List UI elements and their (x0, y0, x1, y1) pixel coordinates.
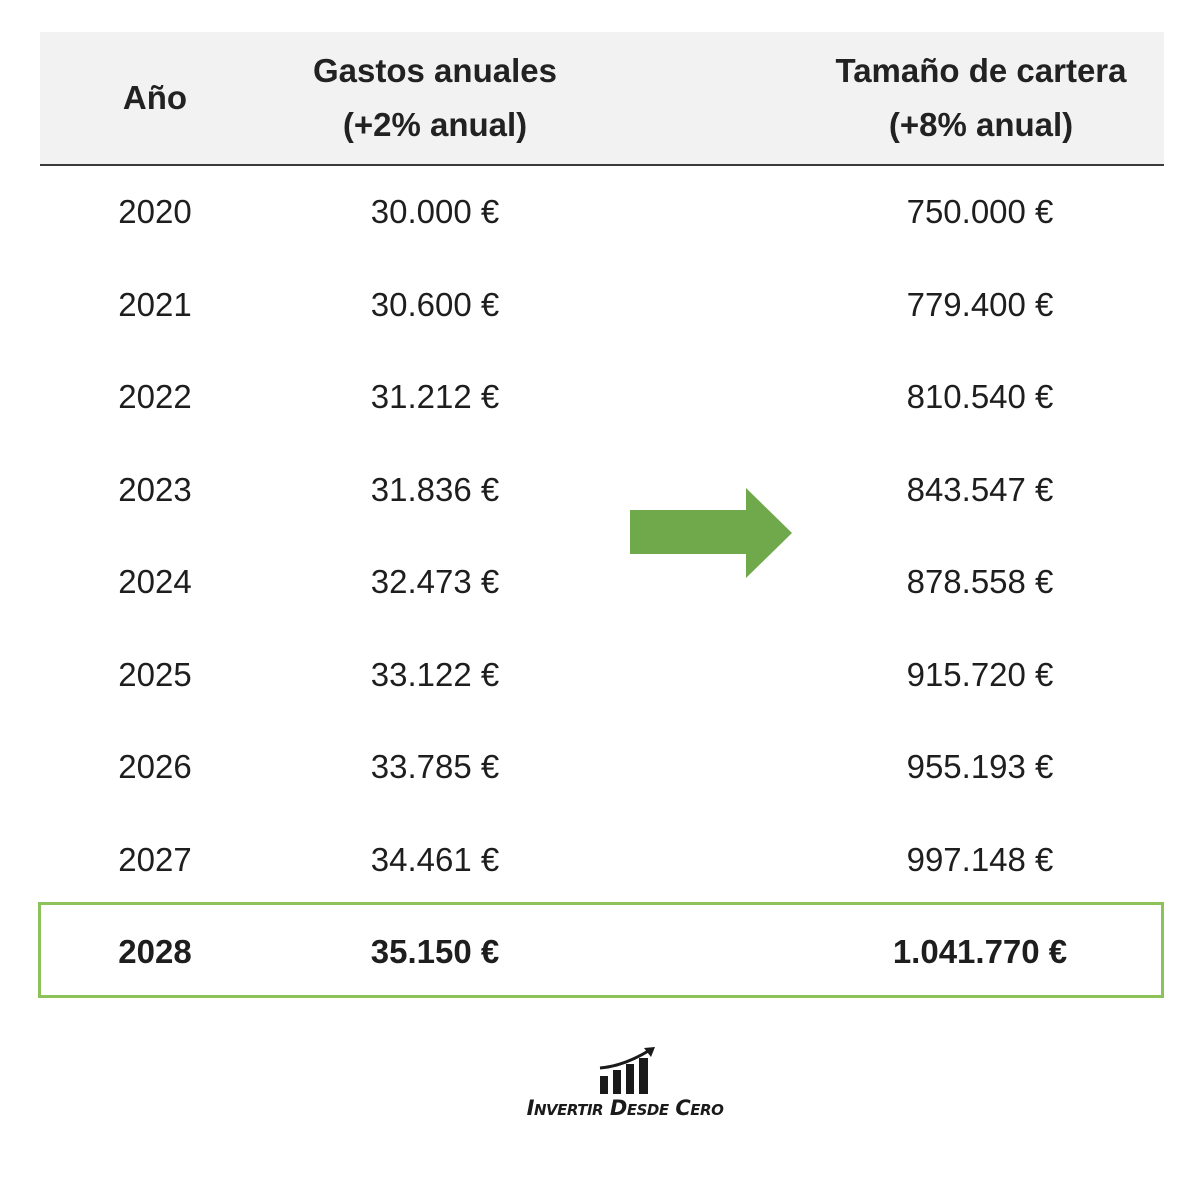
right-arrow-icon (630, 488, 792, 578)
header-year: Año (80, 32, 230, 164)
cell-portfolio: 1.041.770 € (892, 933, 1068, 971)
table-row: 2025 33.122 € 915.720 € (40, 629, 1164, 722)
cell-expenses: 33.122 € (370, 655, 500, 693)
header-expenses-line1: Gastos anuales (313, 52, 557, 89)
cell-portfolio: 915.720 € (906, 655, 1054, 693)
cell-expenses: 31.836 € (370, 470, 500, 508)
header-expenses-line2: (+2% anual) (342, 106, 528, 143)
cell-expenses: 31.212 € (370, 378, 500, 416)
cell-portfolio: 810.540 € (906, 378, 1054, 416)
cell-year: 2024 (118, 563, 192, 601)
table-row: 2020 30.000 € 750.000 € (40, 166, 1164, 259)
header-portfolio: Tamaño de cartera (+8% anual) (800, 32, 1162, 164)
cell-expenses: 32.473 € (370, 563, 500, 601)
table-row: 2026 33.785 € 955.193 € (40, 721, 1164, 814)
table-row: 2021 30.600 € 779.400 € (40, 259, 1164, 352)
table-header: Año Gastos anuales (+2% anual) Tamaño de… (40, 32, 1164, 166)
cell-year: 2021 (118, 285, 192, 323)
cell-year: 2023 (118, 470, 192, 508)
cell-portfolio: 997.148 € (906, 840, 1054, 878)
bar-chart-growth-icon (599, 1047, 655, 1094)
table-row-total: 2028 35.150 € 1.041.770 € (40, 906, 1164, 999)
header-portfolio-line2: (+8% anual) (888, 106, 1074, 143)
table-row: 2024 32.473 € 878.558 € (40, 536, 1164, 629)
table-row: 2027 34.461 € 997.148 € (40, 814, 1164, 907)
cell-portfolio: 843.547 € (906, 470, 1054, 508)
final-row-highlight (38, 902, 1164, 998)
cell-expenses: 35.150 € (370, 933, 500, 971)
cell-year: 2025 (118, 655, 192, 693)
cell-year: 2022 (118, 378, 192, 416)
header-portfolio-line1: Tamaño de cartera (835, 52, 1127, 89)
cell-expenses: 34.461 € (370, 840, 500, 878)
cell-year: 2020 (118, 193, 192, 231)
cell-portfolio: 779.400 € (906, 285, 1054, 323)
cell-year: 2026 (118, 748, 192, 786)
cell-portfolio: 750.000 € (906, 193, 1054, 231)
brand-logo: Invertir Desde Cero (480, 1046, 770, 1130)
brand-logo-text: Invertir Desde Cero (526, 1096, 724, 1120)
cell-year: 2027 (118, 840, 192, 878)
cell-expenses: 30.000 € (370, 193, 500, 231)
table-body: 2020 30.000 € 750.000 € 2021 30.600 € 77… (40, 166, 1164, 999)
header-expenses: Gastos anuales (+2% anual) (270, 32, 600, 164)
portfolio-table: Año Gastos anuales (+2% anual) Tamaño de… (40, 32, 1164, 999)
cell-expenses: 30.600 € (370, 285, 500, 323)
cell-expenses: 33.785 € (370, 748, 500, 786)
cell-portfolio: 955.193 € (906, 748, 1054, 786)
table-row: 2022 31.212 € 810.540 € (40, 351, 1164, 444)
header-year-label: Año (122, 79, 188, 116)
table-row: 2023 31.836 € 843.547 € (40, 444, 1164, 537)
cell-portfolio: 878.558 € (906, 563, 1054, 601)
cell-year: 2028 (118, 933, 192, 971)
